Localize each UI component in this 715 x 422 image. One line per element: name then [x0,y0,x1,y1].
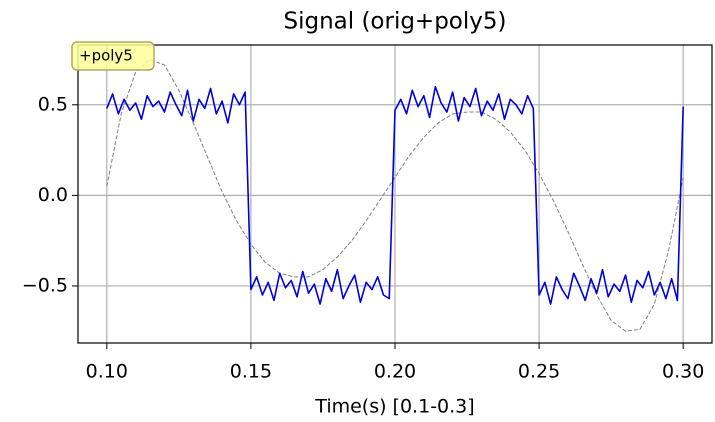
series-line [106,58,684,332]
x-tick-label: 0.30 [662,361,704,383]
x-tick-label: 0.20 [374,361,416,383]
x-axis-label: Time(s) [0.1-0.3] [314,396,474,418]
x-tick-label: 0.10 [86,361,128,383]
plot-frame [77,44,713,344]
x-tick-label: 0.25 [518,361,560,383]
annotation: +poly5 [71,41,155,71]
series-line [106,85,684,305]
x-tick-label: 0.15 [230,361,272,383]
annotation-text: +poly5 [79,47,133,65]
y-tick-label: −0.5 [22,274,68,296]
annotation-box [71,41,155,71]
chart-title: Signal (orig+poly5) [283,9,506,35]
y-tick-label: 0.0 [38,184,68,206]
y-tick-label: 0.5 [38,93,68,115]
